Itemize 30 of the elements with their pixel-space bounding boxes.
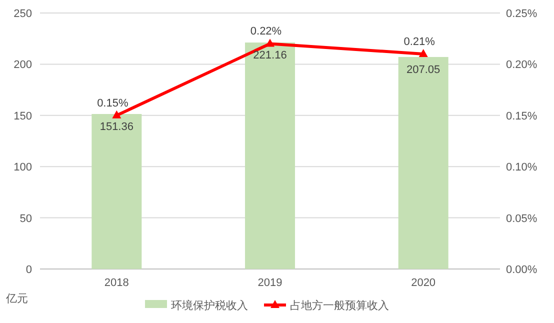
data-label: 151.36 <box>100 121 134 134</box>
data-label: 221.16 <box>253 50 287 62</box>
legend-label: 占地方一般预算收入 <box>290 299 389 312</box>
bar <box>245 42 295 269</box>
y-tick-label: 0 <box>26 264 32 276</box>
y2-tick-label: 0.15% <box>506 110 538 122</box>
y-axis-title: 亿元 <box>5 293 28 305</box>
point <box>418 48 428 57</box>
bar <box>398 56 448 269</box>
bar <box>92 114 142 269</box>
y-tick-label: 50 <box>20 212 32 225</box>
y2-tick-label: 0.25% <box>506 8 538 20</box>
legend-label: 环境保护税收入 <box>171 299 248 312</box>
y2-tick-label: 0.20% <box>506 59 538 72</box>
x-tick-label: 2020 <box>411 277 436 289</box>
y-tick-label: 150 <box>14 110 32 122</box>
data-label: 0.21% <box>404 36 436 48</box>
x-tick-label: 2019 <box>258 277 282 289</box>
point <box>112 110 122 118</box>
point <box>266 38 274 47</box>
y2-tick-label: 0.10% <box>506 162 538 174</box>
y-tick-label: 200 <box>14 59 32 72</box>
y2-tick-label: 0.00% <box>506 264 538 276</box>
x-tick-label: 2018 <box>104 277 129 289</box>
y2-tick-label: 0.05% <box>506 212 538 225</box>
y-tick-label: 100 <box>14 162 32 174</box>
data-label: 0.15% <box>97 97 128 110</box>
y-tick-label: 250 <box>14 8 32 20</box>
data-label: 207.05 <box>406 64 440 76</box>
data-label: 0.22% <box>250 26 282 38</box>
